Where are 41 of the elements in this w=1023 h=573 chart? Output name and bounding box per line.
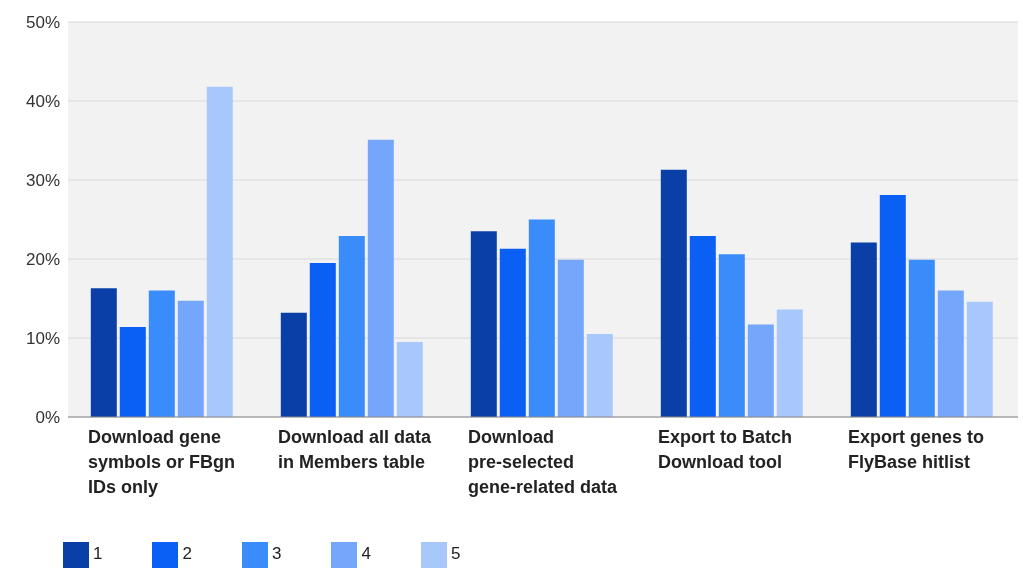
- x-tick-label: Download pre-selected gene-related data: [468, 427, 619, 497]
- bar: [776, 309, 803, 417]
- bar: [470, 231, 497, 417]
- bar: [338, 236, 365, 417]
- legend-label: 5: [450, 544, 461, 564]
- bar: [586, 334, 613, 417]
- legend-label: 3: [271, 544, 282, 564]
- y-tick-label: 50%: [25, 13, 60, 33]
- bar: [119, 326, 146, 417]
- bar: [367, 139, 394, 417]
- bar: [280, 312, 307, 417]
- bar: [689, 236, 716, 417]
- bar: [660, 169, 687, 417]
- legend-label: 4: [361, 544, 371, 564]
- y-tick-label: 30%: [25, 171, 60, 191]
- bar: [908, 259, 935, 417]
- y-tick-label: 10%: [25, 329, 60, 349]
- legend-label: 2: [182, 544, 192, 564]
- bar: [966, 301, 993, 417]
- bar: [937, 290, 964, 417]
- bar: [206, 86, 233, 417]
- bar: [557, 259, 584, 417]
- x-tick-label: Download all data in Members table: [278, 427, 433, 472]
- bar: [148, 290, 175, 417]
- bar: [747, 324, 774, 417]
- bar: [499, 248, 526, 417]
- bar: [309, 262, 336, 417]
- bar: [90, 288, 117, 417]
- y-tick-label: 20%: [25, 250, 60, 270]
- bar: [850, 242, 877, 417]
- x-tick-label: Export genes to FlyBase hitlist: [848, 427, 985, 472]
- bar: [879, 195, 906, 417]
- x-tick-label: Export to Batch Download tool: [658, 427, 793, 472]
- y-tick-label: 0%: [35, 408, 60, 428]
- legend-label: 1: [93, 544, 103, 564]
- bar: [177, 300, 204, 417]
- bar: [718, 254, 745, 417]
- bar: [528, 219, 555, 417]
- y-tick-label: 40%: [25, 92, 60, 112]
- x-tick-label: Download gene symbols or FBgn IDs only: [88, 427, 236, 497]
- bar: [396, 341, 423, 417]
